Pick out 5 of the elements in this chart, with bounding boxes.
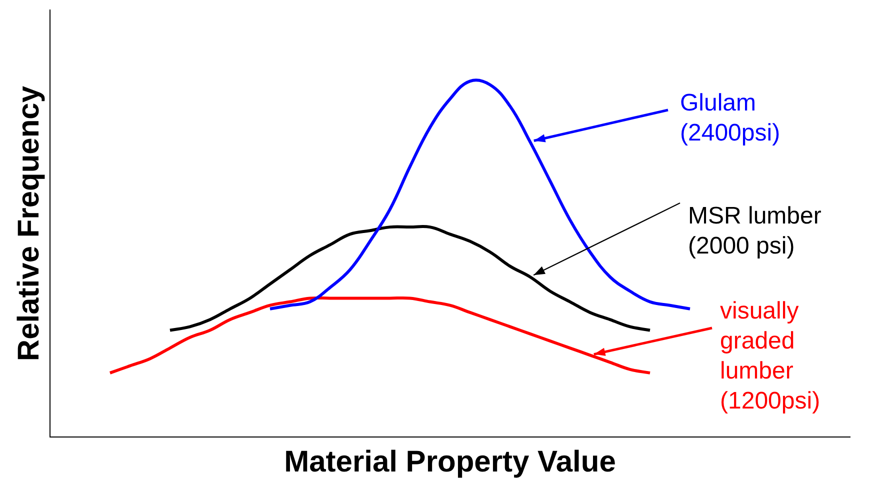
y-axis-title: Relative Frequency xyxy=(12,86,46,362)
legend-label: visually graded lumber (1200psi) xyxy=(720,298,820,415)
x-axis-title: Material Property Value xyxy=(284,445,616,478)
text: Glulam (2400psi) xyxy=(680,90,780,147)
text: MSR lumber (2000 psi) xyxy=(688,202,822,260)
